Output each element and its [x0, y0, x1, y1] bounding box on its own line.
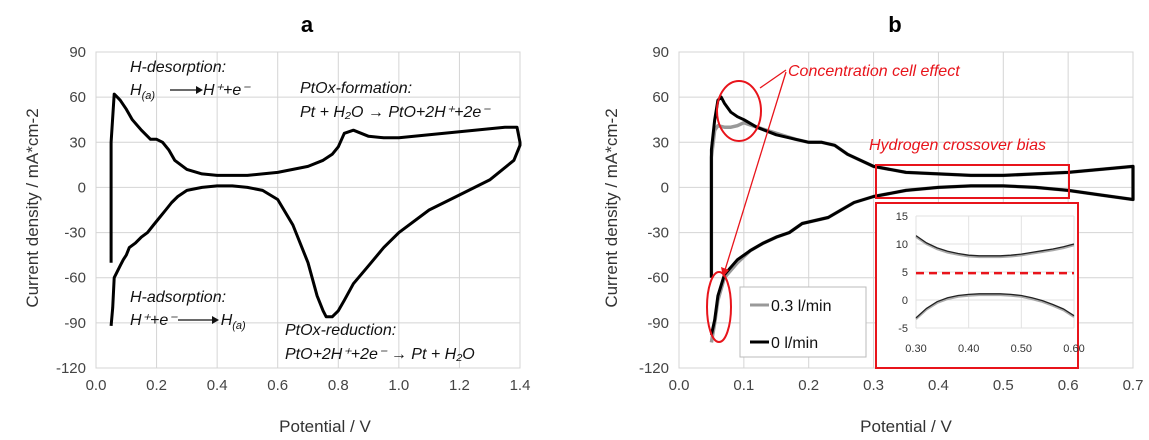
x-axis-label-b: Potential / V [860, 417, 952, 436]
y-axis-label-b: Current density / mA*cm-2 [602, 108, 621, 307]
inset-x-tick-label: 0.30 [905, 343, 926, 355]
highlight-ellipse-upper [716, 80, 762, 142]
y-tick-label-b: 90 [652, 44, 669, 61]
x-tick-label-b: 0.5 [993, 377, 1014, 394]
annotation-h-adsorption-eq: H⁺+e⁻ H(a) [130, 312, 246, 332]
series-line-a-0 [109, 92, 522, 327]
x-tick-label-a: 1.0 [388, 377, 409, 394]
x-tick-label-b: 0.3 [863, 377, 884, 394]
y-tick-label-a: 30 [69, 134, 86, 151]
annotation-ptox-reduction-title: PtOx-reduction: [285, 322, 396, 339]
inset-x-tick-label: 0.50 [1011, 343, 1032, 355]
arrowhead-h-desorption [196, 86, 203, 94]
x-tick-label-a: 0.8 [328, 377, 349, 394]
series-group-a [109, 92, 522, 327]
y-tick-label-a: 90 [69, 44, 86, 61]
chart-panel-a: a 0.0 0.2 0.4 0.6 0.8 1.0 1.2 1.4 90 60 30 0 -30 -60 -… [23, 12, 530, 436]
y-axis-label-a: Current density / mA*cm-2 [23, 108, 42, 307]
inset-series-line [915, 293, 1075, 320]
legend-label-0: 0 l/min [771, 335, 818, 352]
x-tick-label-b: 0.4 [928, 377, 949, 394]
annotation-h-adsorption-title: H-adsorption: [130, 289, 226, 306]
y-tick-label-b: -90 [647, 315, 669, 332]
x-tick-label-b: 0.7 [1123, 377, 1144, 394]
annotation-ptox-formation-eq: Pt + H₂O → PtO+2H⁺+2e⁻ [300, 104, 491, 121]
inset-series-line [915, 235, 1075, 259]
x-tick-label-a: 0.6 [267, 377, 288, 394]
x-tick-label-a: 0.0 [86, 377, 107, 394]
plot-area-a [95, 51, 521, 369]
inset-x-tick-label: 0.40 [958, 343, 979, 355]
x-tick-label-a: 1.4 [510, 377, 531, 394]
highlight-ellipse-lower [706, 271, 732, 343]
panel-label-b: b [888, 12, 901, 37]
annotation-ptox-reduction-eq: PtO+2H⁺+2e⁻ → Pt + H₂O [285, 346, 475, 363]
y-tick-label-b: -30 [647, 225, 669, 242]
arrowhead-concentration-lower [721, 267, 729, 277]
x-tick-label-a: 0.4 [207, 377, 228, 394]
y-tick-label-b: -120 [639, 360, 669, 377]
legend-box [739, 286, 867, 358]
inset-frame [875, 202, 1079, 369]
x-tick-label-a: 0.2 [146, 377, 167, 394]
y-tick-label-a: -120 [56, 360, 86, 377]
x-tick-label-b: 0.2 [798, 377, 819, 394]
x-tick-label-b: 0.0 [669, 377, 690, 394]
arrow-concentration-lower [724, 71, 787, 271]
y-tick-label-a: 0 [78, 179, 86, 196]
annotation-h-desorption-eq: H(a) H⁺+e⁻ [130, 82, 251, 102]
ticks-b: 0.0 0.1 0.2 0.3 0.4 0.5 0.6 0.7 90 60 30 0 -30 -60 -90… [639, 44, 1143, 394]
y-tick-label-a: -90 [64, 315, 86, 332]
panel-label-a: a [301, 12, 314, 37]
x-tick-label-b: 0.6 [1058, 377, 1079, 394]
arrow-concentration-upper [759, 69, 787, 89]
y-tick-label-b: 30 [652, 134, 669, 151]
highlight-box-crossover [875, 164, 1070, 199]
annotation-concentration-cell: Concentration cell effect [788, 63, 960, 80]
y-tick-label-a: -30 [64, 225, 86, 242]
annotation-hydrogen-crossover: Hydrogen crossover bias [869, 137, 1046, 154]
y-tick-label-b: 60 [652, 89, 669, 106]
inset-y-tick-label: 15 [896, 211, 908, 223]
annotation-ptox-formation-title: PtOx-formation: [300, 80, 412, 97]
inset-y-tick-label: -5 [898, 323, 908, 335]
inset-y-tick-label: 5 [902, 267, 908, 279]
grid-a [95, 51, 521, 369]
inset-series-line [915, 235, 1075, 257]
series-line-b-1 [709, 95, 1135, 336]
inset-series-line [915, 293, 1075, 319]
inset-chart: 0.30 0.40 0.50 0.60 15 10 5 0 -5 [896, 211, 1085, 355]
x-tick-label-b: 0.1 [733, 377, 754, 394]
y-tick-label-a: 60 [69, 89, 86, 106]
arrowhead-h-adsorption [212, 316, 219, 324]
annotation-h-desorption-title: H-desorption: [130, 59, 226, 76]
ticks-a: 0.0 0.2 0.4 0.6 0.8 1.0 1.2 1.4 90 60 30 0 -30 -60 -90… [56, 44, 530, 394]
y-tick-label-a: -60 [64, 270, 86, 287]
chart-panel-b: b 0.0 0.1 0.2 0.3 0.4 0.5 0.6 0.7 90 60 30 0 -30 -60 -… [602, 12, 1143, 436]
inset-y-tick-label: 10 [896, 239, 908, 251]
y-tick-label-b: 0 [661, 179, 669, 196]
legend-label-0p3: 0.3 l/min [771, 298, 831, 315]
y-tick-label-b: -60 [647, 270, 669, 287]
x-tick-label-a: 1.2 [449, 377, 470, 394]
inset-y-tick-label: 0 [902, 295, 908, 307]
x-axis-label-a: Potential / V [279, 417, 371, 436]
inset-x-tick-label: 0.60 [1063, 343, 1084, 355]
